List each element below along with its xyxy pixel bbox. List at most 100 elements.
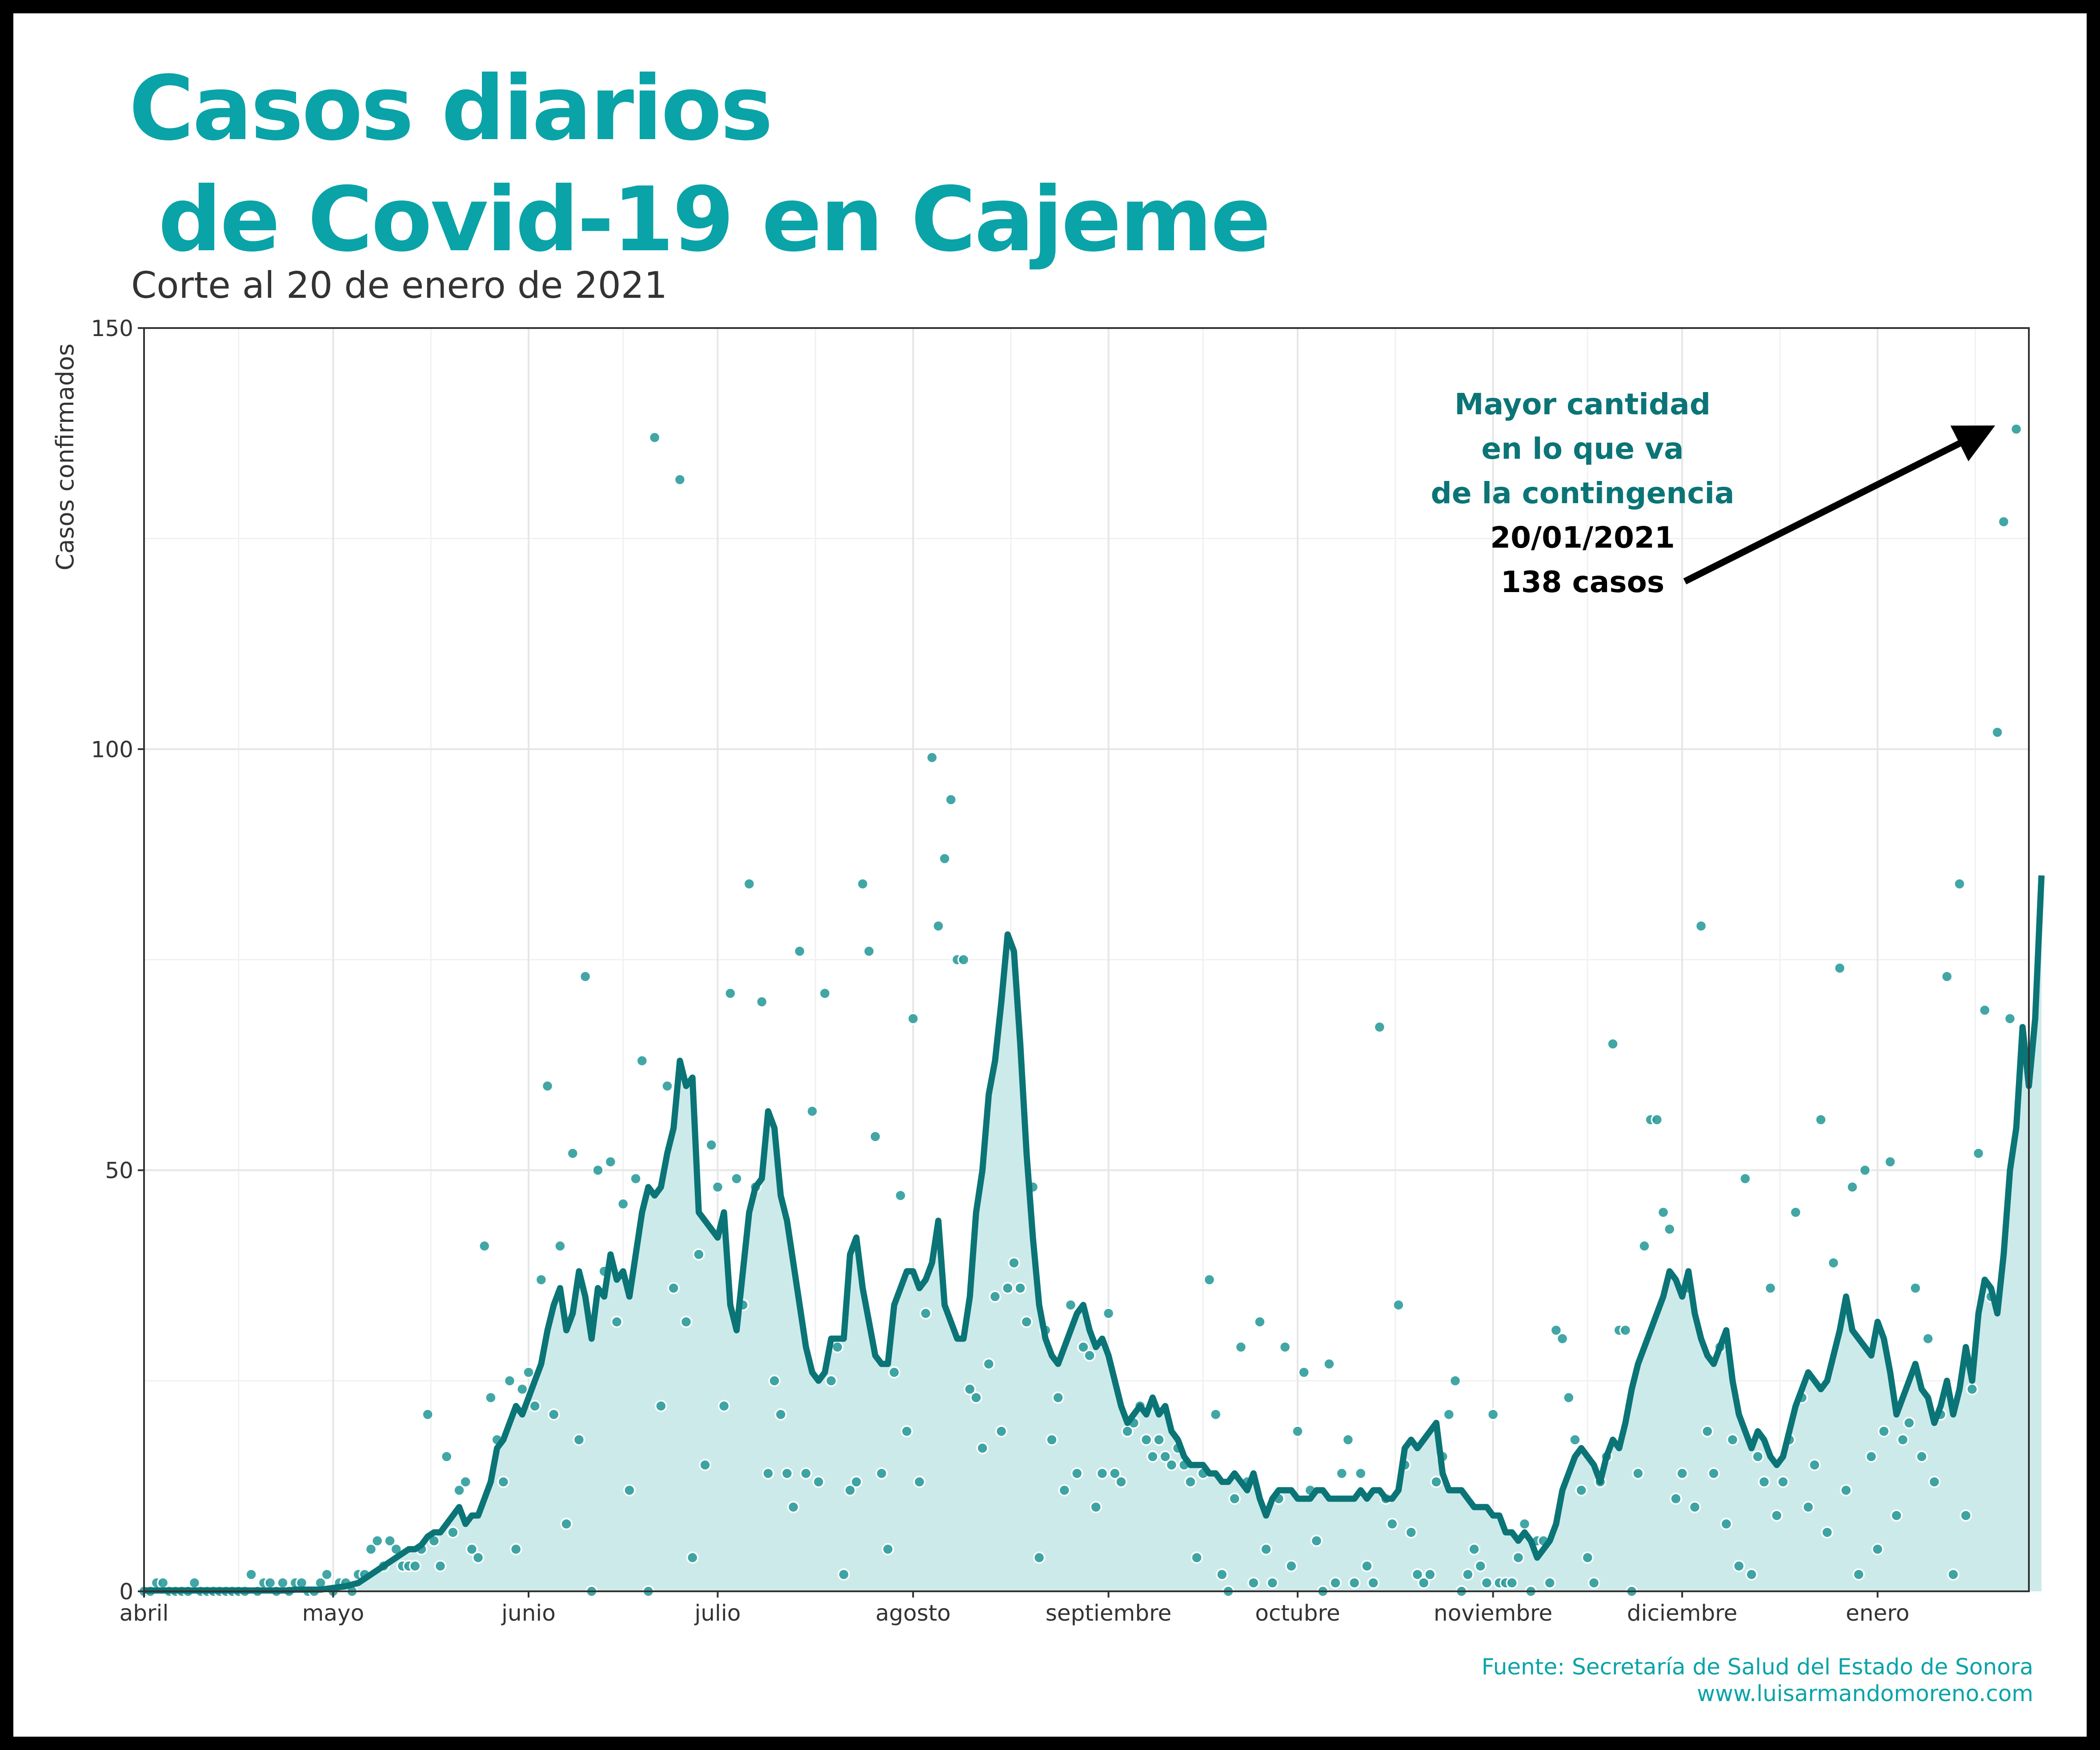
- data-point: [1670, 1492, 1682, 1505]
- data-point: [762, 1467, 774, 1480]
- data-point: [963, 1383, 976, 1396]
- data-point: [1443, 1408, 1455, 1421]
- data-point: [2010, 423, 2023, 436]
- source-line: Fuente: Secretaría de Salud del Estado d…: [1481, 1654, 2033, 1680]
- data-point: [617, 1197, 629, 1210]
- data-point: [1701, 1425, 1714, 1438]
- annotation-text-black: 20/01/2021: [1490, 521, 1675, 555]
- data-point: [1033, 1551, 1046, 1564]
- data-point: [1751, 1450, 1764, 1463]
- data-point: [919, 1307, 932, 1320]
- data-point: [875, 1467, 888, 1480]
- data-point: [1020, 1315, 1033, 1328]
- data-point: [1247, 1577, 1260, 1589]
- data-point: [1575, 1484, 1587, 1497]
- data-point: [1928, 1475, 1941, 1488]
- data-point: [371, 1534, 384, 1547]
- data-point: [711, 1181, 724, 1193]
- data-point: [1859, 1164, 1872, 1177]
- data-point: [901, 1425, 913, 1438]
- data-point: [522, 1366, 535, 1379]
- data-point: [1310, 1534, 1323, 1547]
- data-point: [447, 1526, 459, 1539]
- data-point: [1392, 1299, 1405, 1311]
- rolling-average-line: [144, 875, 2045, 1594]
- data-point: [1563, 1391, 1575, 1404]
- data-point: [1777, 1475, 1789, 1488]
- data-point: [825, 1374, 838, 1387]
- data-point: [485, 1391, 497, 1404]
- y-tick-label: 50: [105, 1158, 133, 1184]
- data-point: [1940, 970, 1953, 983]
- data-point: [629, 1172, 642, 1185]
- data-point: [724, 987, 737, 1000]
- data-point: [1046, 1434, 1058, 1446]
- x-tick-label: enero: [1846, 1600, 1909, 1626]
- data-point: [1581, 1551, 1594, 1564]
- data-point: [1739, 1172, 1751, 1185]
- data-point: [560, 1518, 573, 1530]
- data-point: [503, 1374, 516, 1387]
- data-point: [1146, 1450, 1159, 1463]
- data-point: [1355, 1467, 1367, 1480]
- data-point: [1165, 1459, 1178, 1471]
- data-point: [1361, 1560, 1373, 1572]
- data-point: [1367, 1577, 1379, 1589]
- data-point: [995, 1425, 1008, 1438]
- data-point: [1896, 1434, 1909, 1446]
- data-point: [1991, 726, 2004, 739]
- data-point: [730, 1172, 743, 1185]
- data-point: [1657, 1206, 1670, 1219]
- website-line: www.luisarmandomoreno.com: [1697, 1681, 2033, 1706]
- data-point: [1462, 1568, 1474, 1581]
- data-point: [673, 473, 686, 486]
- data-point: [2004, 1012, 2016, 1025]
- data-point: [1916, 1450, 1928, 1463]
- data-point: [566, 1147, 579, 1160]
- data-point: [1190, 1551, 1203, 1564]
- data-point: [1802, 1501, 1815, 1514]
- data-point: [812, 1475, 825, 1488]
- data-point: [686, 1551, 699, 1564]
- data-point: [1278, 1341, 1291, 1354]
- data-point: [1424, 1568, 1436, 1581]
- data-point: [547, 1408, 560, 1421]
- data-point: [1852, 1568, 1865, 1581]
- data-point: [882, 1543, 894, 1556]
- data-point: [541, 1080, 554, 1092]
- data-point: [787, 1501, 800, 1514]
- y-tick-label: 0: [119, 1579, 133, 1605]
- data-point: [1878, 1425, 1890, 1438]
- data-point: [838, 1568, 850, 1581]
- data-point: [1978, 1004, 1991, 1017]
- data-point: [863, 945, 875, 957]
- data-point: [1695, 920, 1707, 932]
- data-point: [888, 1366, 901, 1379]
- data-point: [434, 1560, 447, 1572]
- data-point: [1953, 877, 1966, 890]
- data-point: [1732, 1560, 1745, 1572]
- data-point: [1972, 1147, 1985, 1160]
- data-point: [409, 1560, 421, 1572]
- y-tick-label: 100: [91, 737, 133, 762]
- data-point: [1764, 1282, 1777, 1294]
- annotation-text: Mayor cantidad: [1455, 387, 1711, 421]
- data-point: [529, 1400, 541, 1412]
- data-point: [1726, 1434, 1739, 1446]
- data-point: [661, 1080, 673, 1092]
- data-point: [1632, 1467, 1644, 1480]
- data-point: [850, 1475, 863, 1488]
- data-point: [1638, 1240, 1651, 1252]
- x-tick-label: julio: [694, 1600, 741, 1626]
- data-point: [1102, 1307, 1115, 1320]
- data-point: [800, 1467, 812, 1480]
- data-point: [1405, 1526, 1418, 1539]
- data-point: [1228, 1492, 1241, 1505]
- data-point: [636, 1054, 649, 1067]
- data-point: [655, 1400, 667, 1412]
- data-point: [1468, 1543, 1480, 1556]
- data-point: [1153, 1434, 1165, 1446]
- data-point: [932, 920, 945, 932]
- data-point: [1676, 1467, 1688, 1480]
